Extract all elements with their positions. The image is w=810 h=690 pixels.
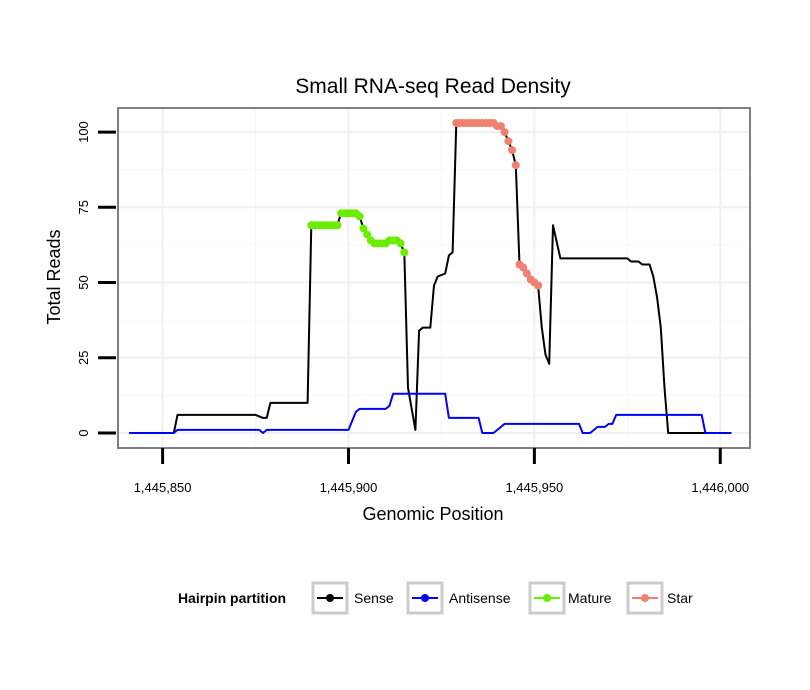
y-tick-label: 25: [76, 351, 91, 365]
legend: Hairpin partition Sense Antisense Mature Sta…: [178, 581, 693, 615]
x-tick-label: 1,446,000: [691, 480, 749, 495]
legend-label-sense: Sense: [354, 590, 394, 606]
chart-title: Small RNA-seq Read Density: [295, 75, 571, 98]
legend-label-mature: Mature: [568, 590, 612, 606]
data-point-mature: [359, 224, 368, 233]
data-point-mature: [400, 248, 409, 257]
y-tick-label: 50: [76, 275, 91, 289]
data-point-mature: [333, 221, 342, 230]
grid: [118, 108, 750, 448]
legend-label-star: Star: [667, 590, 693, 606]
data-point-star: [508, 146, 517, 155]
legend-key-point: [421, 594, 429, 602]
x-axis-title: Genomic Position: [362, 504, 503, 524]
legend-label-antisense: Antisense: [449, 590, 511, 606]
legend-title: Hairpin partition: [178, 590, 286, 606]
series-line-antisense: [129, 392, 732, 434]
series-layer: [129, 119, 732, 434]
data-point-star: [511, 161, 520, 170]
data-point-star: [504, 137, 513, 146]
y-tick-label: 75: [76, 200, 91, 214]
y-tick-label: 0: [76, 429, 91, 436]
data-point-mature: [363, 230, 372, 239]
data-point-star: [519, 263, 528, 272]
legend-key-point: [543, 594, 551, 602]
axes: 1,445,850 1,445,900 1,445,950 1,446,000 0 25 5…: [76, 121, 749, 495]
data-point-star: [496, 122, 505, 131]
data-point-mature: [355, 212, 364, 221]
plot-panel-border: [117, 107, 751, 449]
x-tick-label: 1,445,900: [320, 480, 378, 495]
data-point-star: [534, 281, 543, 290]
data-point-mature: [396, 239, 405, 248]
y-axis-title: Total Reads: [44, 229, 64, 324]
x-tick-label: 1,445,950: [505, 480, 563, 495]
x-tick-label: 1,445,850: [134, 480, 192, 495]
legend-key-point: [326, 594, 334, 602]
data-point-star: [522, 269, 531, 278]
legend-key-point: [641, 594, 649, 602]
y-tick-label: 100: [76, 121, 91, 143]
data-point-star: [500, 128, 509, 137]
